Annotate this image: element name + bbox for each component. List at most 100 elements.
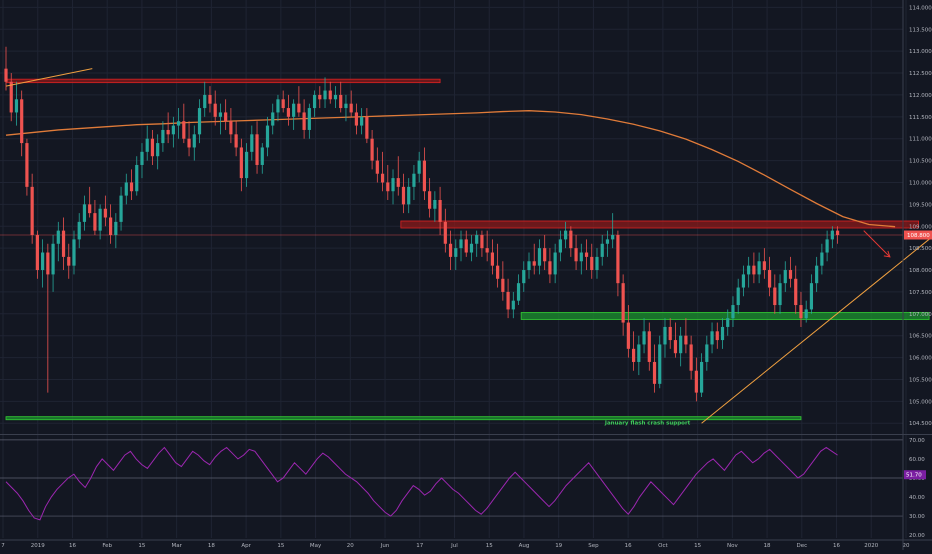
candle-body: [333, 94, 338, 100]
candle-body: [438, 199, 442, 222]
candle-body: [292, 103, 296, 117]
candle-body: [448, 243, 453, 257]
candle-body: [658, 344, 662, 384]
candle-body: [632, 348, 636, 362]
candle-body: [747, 265, 751, 275]
candle-body: [637, 344, 641, 362]
price-axis-label: 107.500: [909, 290, 932, 296]
candle-body: [51, 243, 55, 275]
candle-body: [224, 112, 228, 122]
candle-body: [820, 252, 824, 266]
candle-body: [574, 248, 578, 262]
rsi-axis-label: 20.00: [909, 533, 925, 539]
time-axis-label: Dec: [796, 543, 807, 549]
candle-body: [543, 248, 547, 262]
candle-body: [276, 99, 280, 113]
candle-body: [464, 239, 468, 253]
time-axis-label: May: [310, 543, 322, 549]
candle-body: [611, 235, 615, 240]
candle-body: [689, 344, 693, 371]
candle-body: [433, 199, 437, 209]
candle-body: [360, 116, 364, 126]
price-axis-label: 105.000: [909, 399, 932, 405]
candle-body: [579, 252, 583, 262]
candle-body: [501, 278, 505, 292]
candle-body: [830, 230, 834, 240]
candle-body: [548, 261, 552, 275]
candle-body: [171, 125, 175, 135]
candle-body: [114, 221, 118, 236]
time-axis-label: 20: [347, 543, 354, 549]
candle-body: [244, 151, 249, 179]
candle-body: [511, 300, 515, 310]
candle-body: [569, 230, 573, 249]
candle-body: [720, 326, 725, 341]
candle-body: [407, 186, 411, 205]
candle-body: [736, 287, 740, 306]
candle-body: [176, 121, 181, 126]
candle-body: [14, 99, 19, 113]
candle-body: [375, 160, 379, 174]
candle-body: [61, 230, 66, 257]
trendline: [5, 68, 93, 87]
candle-body: [234, 134, 238, 148]
candle-body: [328, 90, 332, 100]
candle-body: [522, 270, 526, 284]
candle-body: [537, 248, 542, 266]
candle-body: [41, 252, 45, 271]
candle-body: [380, 173, 385, 183]
candle-body: [135, 164, 139, 192]
candle-body: [783, 270, 787, 284]
candle-body: [422, 160, 426, 192]
resistance-zone: [400, 220, 920, 229]
candle-body: [454, 248, 458, 257]
time-axis-label: Jul: [450, 543, 458, 549]
time-axis-label: 18: [764, 543, 771, 549]
candle-body: [506, 291, 510, 310]
candle-body: [166, 129, 170, 135]
price-axis-label: 108.500: [909, 246, 932, 252]
time-axis-label: Oct: [658, 543, 668, 549]
time-axis-label: 19: [555, 543, 562, 549]
candle-body: [480, 235, 484, 249]
candle-body: [595, 256, 599, 271]
candle-body: [182, 121, 186, 139]
candle-body: [804, 309, 808, 319]
candle-body: [757, 261, 761, 275]
candle-body: [124, 182, 128, 196]
candle-body: [213, 103, 217, 117]
candle-body: [626, 322, 630, 349]
time-axis-label: 15: [694, 543, 701, 549]
price-axis-label: 114.000: [909, 5, 932, 11]
candle-body: [731, 305, 735, 319]
rsi-axis-label: 40.00: [909, 495, 925, 501]
candle-body: [642, 331, 646, 345]
candle-body: [496, 265, 500, 279]
price-axis-label: 111.000: [909, 137, 932, 143]
candle-body: [558, 239, 562, 253]
candle-body: [239, 147, 243, 179]
candle-body: [527, 261, 531, 271]
candle-body: [401, 186, 406, 205]
time-axis-label: Nov: [727, 543, 738, 549]
candle-body: [286, 108, 291, 117]
candle-body: [459, 239, 463, 249]
candle-body: [600, 243, 604, 257]
candle-body: [835, 230, 840, 236]
candle-body: [260, 147, 264, 165]
rsi-axis-label: 30.00: [909, 514, 925, 520]
rsi-last-label: 51.70: [906, 473, 922, 479]
candle-body: [145, 138, 149, 152]
candle-body: [794, 278, 798, 306]
candle-body: [203, 94, 207, 109]
rsi-last-badge: [904, 470, 926, 480]
candle-body: [809, 283, 814, 310]
candle-body: [255, 134, 259, 165]
candle-body: [663, 326, 667, 345]
time-axis-label: 20: [903, 543, 910, 549]
projection-arrow: [863, 230, 891, 258]
candle-body: [647, 331, 651, 362]
